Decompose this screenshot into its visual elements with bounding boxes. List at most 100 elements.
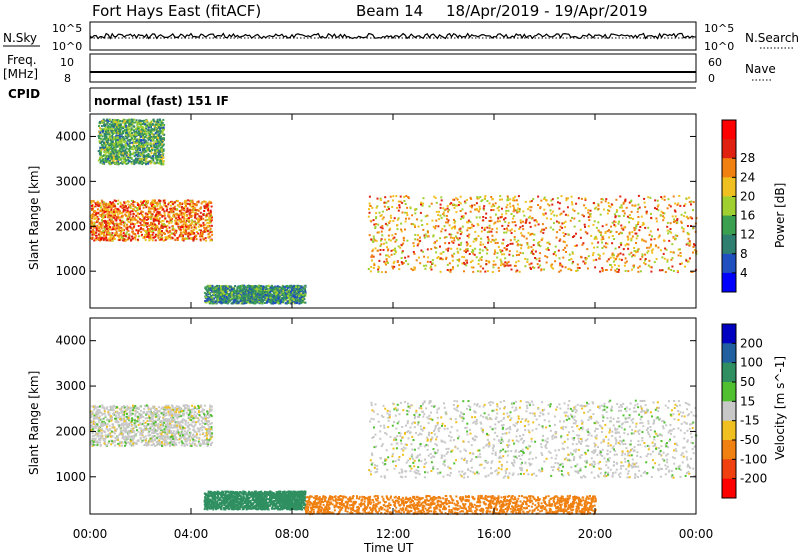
heatmap-cell xyxy=(158,232,160,234)
heatmap-cell xyxy=(538,241,540,243)
heatmap-cell xyxy=(674,210,676,212)
heatmap-cell xyxy=(155,229,157,231)
heatmap-cell xyxy=(484,227,486,229)
heatmap-cell xyxy=(118,229,120,231)
heatmap-cell xyxy=(621,204,623,206)
heatmap-cell xyxy=(114,232,116,234)
heatmap-cell xyxy=(484,271,486,273)
heatmap-cell xyxy=(153,220,155,222)
heatmap-cell xyxy=(615,221,617,223)
heatmap-cell xyxy=(93,206,95,208)
heatmap-cell xyxy=(490,216,492,218)
heatmap-cell xyxy=(110,211,112,213)
heatmap-cell xyxy=(110,238,112,240)
heatmap-cell xyxy=(481,230,483,232)
heatmap-cell xyxy=(102,155,104,157)
heatmap-cell xyxy=(432,259,434,261)
heatmap-cell xyxy=(514,196,516,198)
heatmap-cell xyxy=(613,238,615,240)
heatmap-cell xyxy=(477,224,479,226)
heatmap-cell xyxy=(529,206,531,208)
heatmap-cell xyxy=(117,200,119,202)
heatmap-cell xyxy=(511,228,513,230)
heatmap-cell xyxy=(417,243,419,245)
heatmap-cell xyxy=(616,231,618,233)
heatmap-cell xyxy=(387,200,389,202)
heatmap-cell xyxy=(573,235,575,237)
heatmap-cell xyxy=(93,223,95,225)
heatmap-cell xyxy=(102,130,104,132)
beam-label: Beam 14 xyxy=(356,2,423,20)
heatmap-cell xyxy=(440,253,442,255)
heatmap-cell xyxy=(143,159,145,161)
heatmap-cell xyxy=(532,217,534,219)
heatmap-cell xyxy=(520,252,522,254)
heatmap-cell xyxy=(184,206,186,208)
heatmap-cell xyxy=(191,219,193,221)
heatmap-cell xyxy=(634,229,636,231)
heatmap-cell xyxy=(118,163,120,165)
heatmap-cell xyxy=(421,224,423,226)
heatmap-cell xyxy=(102,213,104,215)
heatmap-cell xyxy=(672,251,674,253)
heatmap-cell xyxy=(146,137,148,139)
heatmap-cell xyxy=(153,119,155,121)
heatmap-cell xyxy=(154,224,156,226)
heatmap-cell xyxy=(482,250,484,252)
heatmap-cell xyxy=(505,213,507,215)
heatmap-cell xyxy=(423,265,425,267)
heatmap-cell xyxy=(112,226,114,228)
heatmap-cell xyxy=(507,210,509,212)
heatmap-cell xyxy=(155,143,157,145)
heatmap-cell xyxy=(472,271,474,273)
heatmap-cell xyxy=(624,200,626,202)
heatmap-cell xyxy=(452,199,454,201)
heatmap-cell xyxy=(145,213,147,215)
heatmap-cell xyxy=(152,199,154,201)
heatmap-cell xyxy=(497,252,499,254)
heatmap-cell xyxy=(111,232,113,234)
heatmap-cell xyxy=(373,264,375,266)
heatmap-cell xyxy=(121,120,123,122)
heatmap-cell xyxy=(157,202,159,204)
heatmap-cell xyxy=(440,230,442,232)
heatmap-cell xyxy=(603,253,605,255)
heatmap-cell xyxy=(106,128,108,130)
cpid-label: CPID xyxy=(8,87,40,101)
heatmap-cell xyxy=(189,212,191,214)
heatmap-cell xyxy=(181,221,183,223)
heatmap-cell xyxy=(129,121,131,123)
heatmap-cell xyxy=(627,239,629,241)
heatmap-cell xyxy=(482,219,484,221)
heatmap-cell xyxy=(471,266,473,268)
heatmap-cell xyxy=(465,249,467,251)
heatmap-cell xyxy=(474,248,476,250)
heatmap-cell xyxy=(501,250,503,252)
heatmap-cell xyxy=(109,226,111,228)
heatmap-cell xyxy=(513,210,515,212)
heatmap-cell xyxy=(543,229,545,231)
heatmap-cell xyxy=(458,244,460,246)
heatmap-cell xyxy=(549,243,551,245)
heatmap-cell xyxy=(440,207,442,209)
heatmap-cell xyxy=(154,236,156,238)
heatmap-cell xyxy=(656,208,658,210)
heatmap-cell xyxy=(400,196,402,198)
heatmap-cell xyxy=(401,230,403,232)
heatmap-cell xyxy=(127,200,129,202)
heatmap-cell xyxy=(119,146,121,148)
heatmap-cell xyxy=(401,257,403,259)
heatmap-cell xyxy=(608,258,610,260)
heatmap-cell xyxy=(629,233,631,235)
heatmap-cell xyxy=(187,199,189,201)
heatmap-cell xyxy=(116,136,118,138)
heatmap-cell xyxy=(152,155,154,157)
heatmap-cell xyxy=(140,136,142,138)
heatmap-cell xyxy=(605,246,607,248)
heatmap-cell xyxy=(675,238,677,240)
heatmap-cell xyxy=(468,220,470,222)
heatmap-cell xyxy=(153,162,155,164)
heatmap-cell xyxy=(551,204,553,206)
heatmap-cell xyxy=(128,236,130,238)
heatmap-cell xyxy=(479,216,481,218)
